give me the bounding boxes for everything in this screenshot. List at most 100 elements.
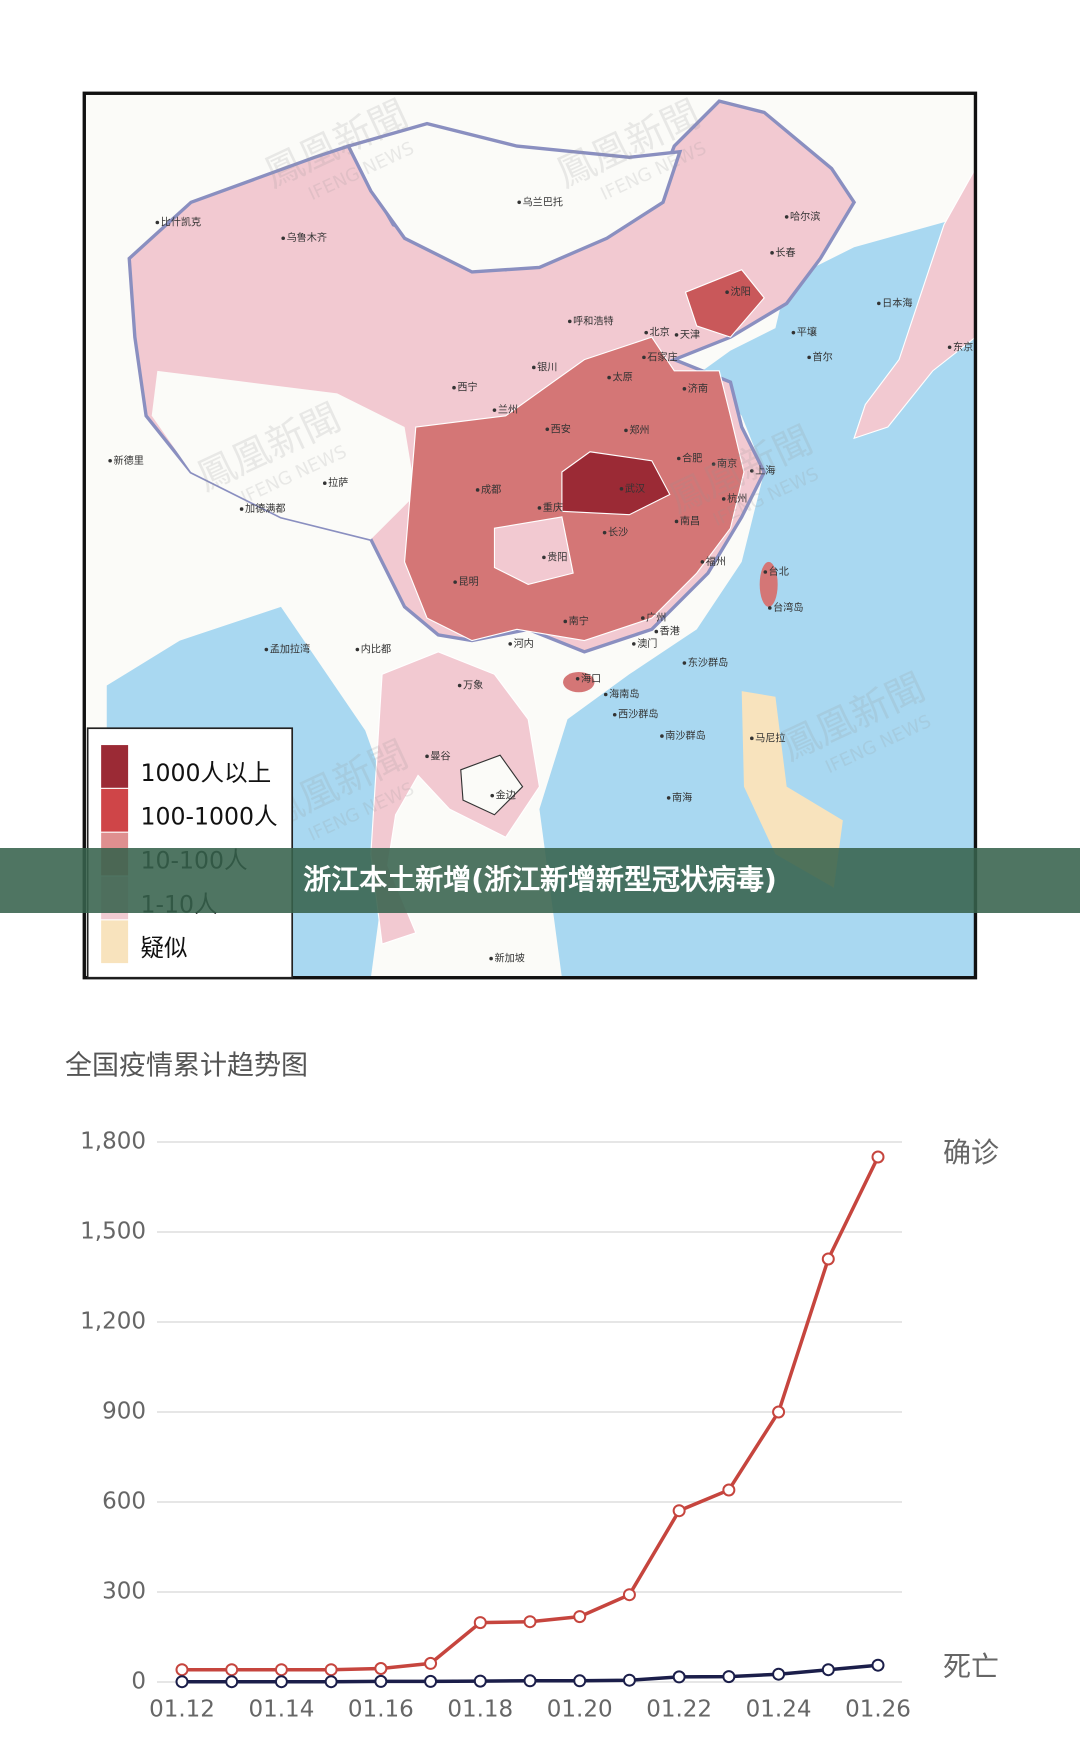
place-dot bbox=[537, 506, 542, 510]
place-label: 乌兰巴托 bbox=[523, 195, 563, 208]
data-point bbox=[374, 1674, 388, 1688]
legend-label: 100-1000人 bbox=[140, 803, 277, 831]
philippines bbox=[741, 691, 843, 888]
place-dot bbox=[603, 692, 608, 697]
place-label: 海口 bbox=[581, 672, 601, 685]
data-point bbox=[274, 1663, 288, 1677]
data-point bbox=[324, 1675, 338, 1689]
place-label: 西安 bbox=[551, 422, 571, 435]
place-dot bbox=[490, 793, 495, 798]
place-dot bbox=[453, 580, 457, 584]
place-dot bbox=[508, 642, 513, 646]
place-dot bbox=[682, 661, 687, 665]
data-point bbox=[573, 1674, 587, 1688]
x-tick-label: 01.22 bbox=[646, 1697, 712, 1723]
place-dot bbox=[517, 200, 521, 205]
place-dot bbox=[489, 956, 493, 961]
y-tick-label: 1,800 bbox=[80, 1129, 146, 1155]
place-label: 曼谷 bbox=[430, 750, 450, 762]
place-dot bbox=[642, 355, 646, 360]
place-label: 拉萨 bbox=[328, 476, 348, 489]
place-dot bbox=[281, 236, 285, 241]
southeast-asia bbox=[370, 651, 541, 945]
y-tick-label: 1,200 bbox=[80, 1309, 146, 1335]
place-label: 香港 bbox=[660, 626, 680, 638]
data-point bbox=[622, 1673, 636, 1687]
place-label: 太原 bbox=[612, 371, 632, 384]
banner-title: 浙江本土新增(浙江新增新型冠状病毒) bbox=[303, 863, 777, 896]
place-dot bbox=[750, 469, 754, 473]
place-dot bbox=[355, 647, 360, 652]
data-point bbox=[672, 1504, 686, 1518]
place-label: 郑州 bbox=[629, 423, 649, 436]
place-dot bbox=[612, 712, 617, 717]
place-label: 平壤 bbox=[797, 326, 817, 339]
place-label: 长沙 bbox=[608, 527, 628, 539]
data-point bbox=[722, 1670, 736, 1684]
place-dot bbox=[644, 330, 648, 335]
place-label: 杭州 bbox=[727, 492, 747, 505]
place-label: 孟加拉湾 bbox=[270, 643, 310, 656]
place-dot bbox=[877, 301, 881, 306]
place-label: 天津 bbox=[680, 329, 700, 341]
place-label: 哈尔滨 bbox=[790, 210, 820, 223]
legend-label: 1000人以上 bbox=[140, 759, 271, 787]
x-tick-label: 01.24 bbox=[746, 1697, 812, 1723]
place-dot bbox=[947, 345, 952, 350]
map-frame bbox=[82, 91, 978, 980]
place-dot bbox=[542, 555, 546, 560]
place-label: 北京 bbox=[650, 326, 670, 339]
place-label: 银川 bbox=[537, 360, 557, 373]
place-dot bbox=[475, 488, 480, 492]
province-group bbox=[684, 269, 765, 338]
place-label: 河内 bbox=[514, 637, 534, 650]
tibet bbox=[151, 370, 416, 540]
place-dot bbox=[660, 734, 664, 738]
place-dot bbox=[492, 408, 497, 412]
place-dot bbox=[545, 427, 550, 432]
hainan bbox=[563, 672, 595, 693]
place-dot bbox=[768, 606, 772, 610]
place-dot bbox=[567, 319, 572, 324]
place-dot bbox=[457, 683, 462, 688]
data-point bbox=[324, 1663, 338, 1677]
japan bbox=[853, 167, 976, 440]
data-point bbox=[573, 1610, 587, 1624]
place-label: 新德里 bbox=[114, 454, 144, 467]
banner bbox=[0, 848, 1080, 913]
hubei bbox=[561, 451, 671, 516]
place-label: 加德满都 bbox=[245, 502, 285, 515]
place-label: 广州 bbox=[646, 612, 666, 624]
place-dot bbox=[575, 676, 580, 681]
place-label: 武汉 bbox=[625, 482, 645, 495]
data-point bbox=[672, 1670, 686, 1684]
data-point bbox=[722, 1483, 736, 1497]
place-dot bbox=[108, 458, 112, 463]
place-dot bbox=[807, 355, 811, 360]
data-point bbox=[225, 1663, 239, 1677]
place-label: 合肥 bbox=[682, 452, 702, 465]
data-point bbox=[772, 1667, 786, 1681]
x-tick-label: 01.16 bbox=[348, 1697, 414, 1723]
place-dot bbox=[750, 736, 754, 741]
data-point bbox=[821, 1252, 835, 1266]
data-point bbox=[772, 1405, 786, 1419]
data-point bbox=[473, 1616, 487, 1630]
place-label: 东京 bbox=[953, 340, 973, 353]
legend-label: 疑似 bbox=[140, 934, 187, 962]
place-dot bbox=[155, 220, 160, 225]
place-label: 沈阳 bbox=[730, 285, 750, 298]
mongolia bbox=[345, 121, 683, 274]
place-label: 贵阳 bbox=[547, 550, 567, 563]
place-label: 长春 bbox=[775, 247, 795, 259]
y-tick-label: 600 bbox=[102, 1489, 146, 1515]
place-dot bbox=[725, 290, 729, 294]
place-dot bbox=[654, 629, 659, 634]
place-label: 东沙群岛 bbox=[688, 656, 728, 669]
place-dot bbox=[770, 251, 774, 255]
place-dot bbox=[721, 497, 726, 501]
place-dot bbox=[619, 487, 624, 491]
x-tick-label: 01.26 bbox=[845, 1697, 911, 1723]
place-label: 石家庄 bbox=[647, 350, 677, 363]
data-point bbox=[871, 1150, 885, 1164]
